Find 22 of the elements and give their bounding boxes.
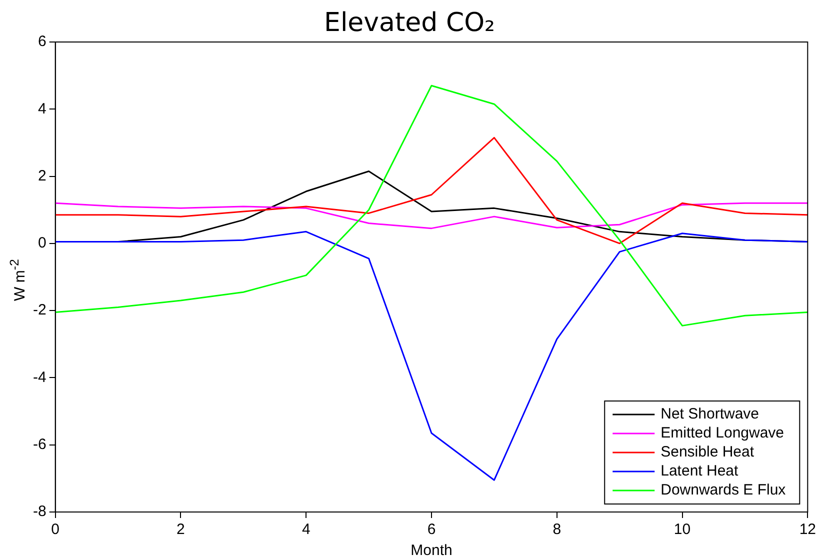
legend-label: Emitted Longwave [660,424,784,442]
x-axis-title: Month [410,542,452,560]
legend-label: Downwards E Flux [660,482,786,499]
y-tick-label: 6 [38,33,46,50]
y-tick-label: -4 [32,368,46,386]
y-tick-label: -8 [32,503,46,520]
y-tick-label: 2 [38,167,46,184]
x-tick-label: 12 [799,521,816,538]
legend-label: Net Shortwave [660,406,760,423]
x-tick-label: 10 [674,521,691,538]
y-tick-label: 0 [38,234,46,252]
chart-title: Elevated CO₂ [324,8,495,38]
y-tick-label: 4 [38,100,46,118]
y-tick-label: -2 [32,302,46,319]
legend-label: Latent Heat [660,462,740,480]
x-tick-label: 6 [427,521,436,538]
x-tick-label: 2 [176,521,185,538]
y-tick-label: -6 [32,436,46,453]
x-tick-label: 8 [552,521,562,538]
x-tick-label: 0 [51,521,60,538]
x-tick-label: 4 [302,521,310,538]
legend-label: Sensible Heat [660,444,755,461]
